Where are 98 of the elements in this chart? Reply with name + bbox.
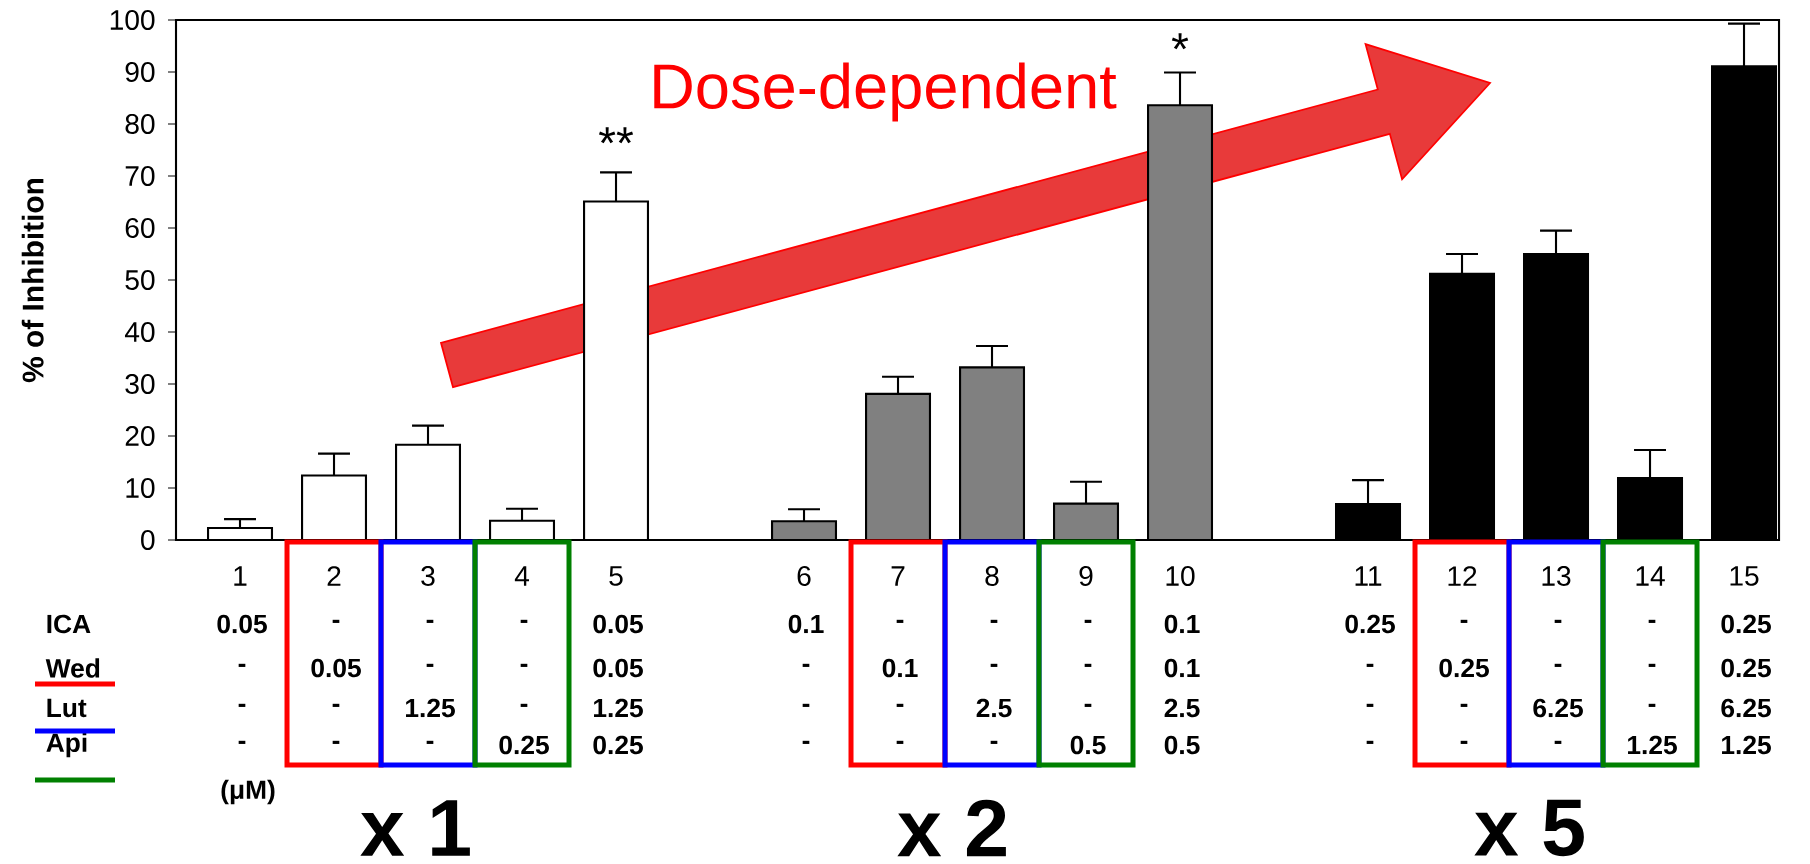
y-tick-label: 60: [125, 218, 155, 238]
text: -: [1084, 663, 1092, 667]
text: -: [238, 663, 246, 667]
text: 0.05: [593, 658, 643, 678]
text: -: [990, 663, 998, 667]
text: Wed: [45, 658, 100, 678]
text: -: [238, 740, 246, 744]
x-tick-label: 9: [1079, 566, 1093, 586]
y-tick-label: 20: [125, 426, 155, 446]
text: -: [802, 663, 810, 667]
text: -: [520, 663, 528, 667]
text: 0.05: [217, 614, 267, 634]
text: Api: [46, 732, 87, 758]
text: -: [1648, 663, 1656, 667]
x-tick-label: 2: [327, 566, 341, 586]
text: -: [332, 619, 340, 623]
annotation: *: [1171, 33, 1189, 50]
text: Lut: [47, 698, 87, 718]
text: 0.1: [788, 614, 824, 634]
text: (μM): [221, 779, 275, 805]
x-tick-label: 6: [797, 566, 811, 586]
x-tick-label: 5: [609, 566, 623, 586]
text: -: [1554, 619, 1562, 623]
text: 0.25: [1721, 614, 1771, 634]
y-axis-title: % of Inhibition: [21, 178, 44, 383]
x-tick-label: 7: [891, 566, 905, 586]
text: x 1: [360, 800, 470, 856]
text: 0.25: [499, 735, 549, 755]
text: 0.1: [1164, 658, 1200, 678]
text: -: [1460, 619, 1468, 623]
text: -: [332, 740, 340, 744]
x-tick-label: 10: [1166, 566, 1195, 586]
x-tick-label: 12: [1448, 566, 1477, 586]
x-tick-label: 14: [1636, 566, 1665, 586]
text: -: [802, 740, 810, 744]
text: 0.1: [882, 658, 918, 678]
x-tick-label: 13: [1542, 566, 1571, 586]
x-tick-label: 15: [1730, 566, 1759, 586]
text: -: [520, 703, 528, 707]
y-tick-label: 40: [124, 322, 155, 342]
text: -: [1366, 740, 1374, 744]
text: 0.25: [1345, 614, 1395, 634]
text: -: [332, 703, 340, 707]
text: 6.25: [1721, 698, 1771, 718]
y-tick-label: 10: [126, 478, 155, 498]
text: 2.5: [1164, 698, 1200, 718]
text: 0.05: [593, 614, 643, 634]
text: -: [520, 619, 528, 623]
annotation: Dose-dependent: [654, 62, 1117, 122]
text: 0.5: [1164, 735, 1200, 755]
y-tick-label: 70: [125, 166, 155, 186]
y-tick-label: 90: [125, 62, 155, 82]
text: -: [426, 663, 434, 667]
text: -: [896, 703, 904, 707]
text: -: [238, 703, 246, 707]
text: -: [1554, 740, 1562, 744]
text: -: [1554, 663, 1562, 667]
text: -: [896, 740, 904, 744]
x-tick-label: 1: [234, 566, 247, 586]
text: 2.5: [976, 698, 1012, 718]
text: -: [896, 619, 904, 623]
x-tick-label: 3: [421, 566, 435, 586]
text: ICA: [47, 614, 91, 634]
x-tick-label: 4: [514, 566, 530, 586]
y-tick-label: 100: [110, 10, 155, 30]
annotation: **: [598, 127, 634, 144]
text: -: [426, 619, 434, 623]
y-tick-label: 0: [141, 530, 155, 550]
y-tick-label: 50: [125, 270, 155, 290]
text: 0.5: [1070, 735, 1106, 755]
text: -: [1648, 619, 1656, 623]
text: 1.25: [1722, 735, 1771, 755]
text: 6.25: [1533, 698, 1583, 718]
text: -: [802, 703, 810, 707]
text: -: [1648, 703, 1656, 707]
text: 0.1: [1164, 614, 1200, 634]
text: -: [1460, 703, 1468, 707]
text: -: [1460, 740, 1468, 744]
text: -: [1366, 703, 1374, 707]
y-tick-label: 30: [125, 374, 155, 394]
text: -: [1084, 703, 1092, 707]
text: -: [1084, 619, 1092, 623]
x-tick-label: 11: [1355, 566, 1382, 586]
text: -: [1366, 663, 1374, 667]
text: 0.25: [1721, 658, 1771, 678]
text: -: [990, 740, 998, 744]
text: 1.25: [406, 698, 455, 718]
x-tick-label: 8: [985, 566, 999, 586]
text: 0.25: [1439, 658, 1489, 678]
y-tick-label: 80: [125, 114, 155, 134]
text: 0.05: [311, 658, 361, 678]
text: -: [990, 619, 998, 623]
text: x 5: [1474, 799, 1584, 857]
text: 1.25: [594, 698, 643, 718]
text: x 2: [897, 799, 1006, 857]
text: 1.25: [1628, 735, 1677, 755]
text: 0.25: [593, 735, 643, 755]
text: -: [426, 740, 434, 744]
